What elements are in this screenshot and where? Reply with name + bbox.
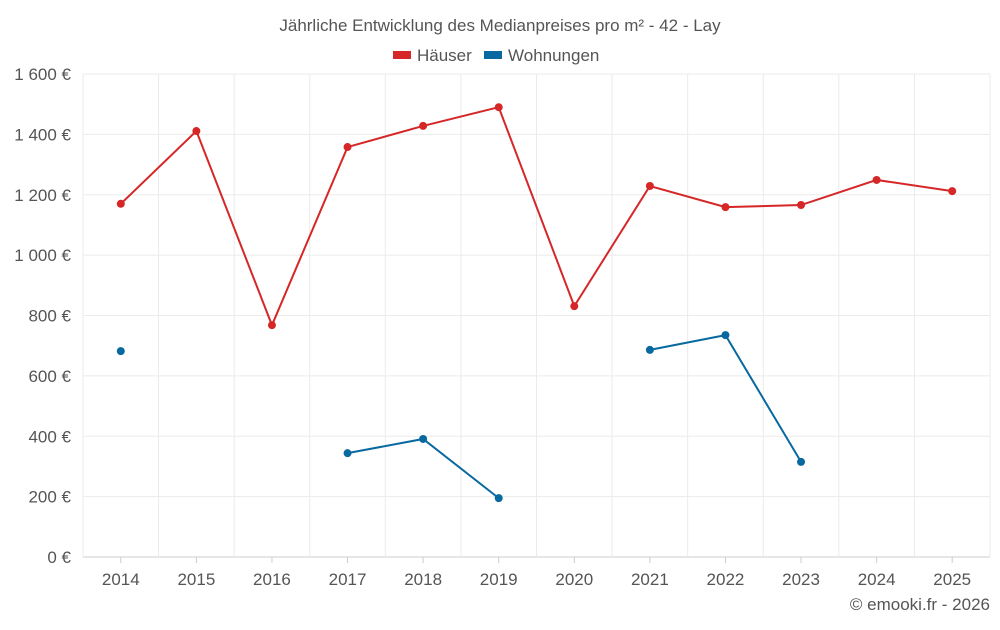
series-line [347,437,500,499]
y-tick-label: 200 € [28,488,71,507]
y-tick-label: 600 € [28,367,71,386]
data-point[interactable] [116,347,125,356]
data-point[interactable] [419,121,428,130]
x-tick-label: 2021 [631,570,669,589]
legend-item[interactable]: Häuser [393,46,472,65]
grid [82,73,991,558]
chart-title: Jährliche Entwicklung des Medianpreises … [279,16,721,35]
x-tick-label: 2024 [858,570,896,589]
data-point[interactable] [948,187,957,196]
x-tick-label: 2015 [177,570,215,589]
y-tick-label: 1 200 € [14,186,71,205]
data-point[interactable] [494,494,503,503]
legend-swatch [484,51,502,59]
data-point[interactable] [494,103,503,112]
series-line [649,334,802,463]
data-point[interactable] [797,457,806,466]
x-tick-label: 2018 [404,570,442,589]
data-point[interactable] [721,203,730,212]
data-point[interactable] [645,345,654,354]
legend-swatch [393,51,411,59]
data-point[interactable] [343,143,352,152]
x-tick-label: 2017 [329,570,367,589]
x-tick-label: 2022 [707,570,745,589]
legend-label: Wohnungen [508,46,599,65]
y-tick-label: 1 000 € [14,246,71,265]
data-point[interactable] [570,302,579,311]
x-tick-label: 2023 [782,570,820,589]
series-line [120,106,953,328]
data-point[interactable] [267,321,276,330]
x-tick-label: 2019 [480,570,518,589]
y-tick-label: 800 € [28,307,71,326]
y-axis: 0 € 200 € 400 € 600 € 800 € 1 000 € 1 200 € 1 4… [14,65,71,567]
data-point[interactable] [721,331,730,340]
data-point[interactable] [419,434,428,443]
y-tick-label: 400 € [28,427,71,446]
x-tick-label: 2025 [933,570,971,589]
series [116,103,957,503]
data-point[interactable] [192,127,201,136]
data-point[interactable] [116,199,125,208]
x-tick-label: 2014 [102,570,140,589]
legend-label: Häuser [417,46,472,65]
y-tick-label: 1 600 € [14,65,71,84]
data-point[interactable] [797,201,806,210]
x-tick-label: 2016 [253,570,291,589]
y-tick-label: 0 € [47,548,71,567]
y-tick-label: 1 400 € [14,125,71,144]
x-tick-label: 2020 [555,570,593,589]
data-point[interactable] [872,175,881,184]
x-axis: 2014 2015 2016 2017 2018 2019 2020 2021 2022 2023… [102,557,971,589]
series-häuser [116,103,957,330]
credit: © emooki.fr - 2026 [850,595,990,614]
legend: Häuser Wohnungen [393,46,599,65]
legend-item[interactable]: Wohnungen [484,46,599,65]
data-point[interactable] [343,449,352,458]
data-point[interactable] [645,181,654,190]
series-wohnungen [116,331,806,503]
